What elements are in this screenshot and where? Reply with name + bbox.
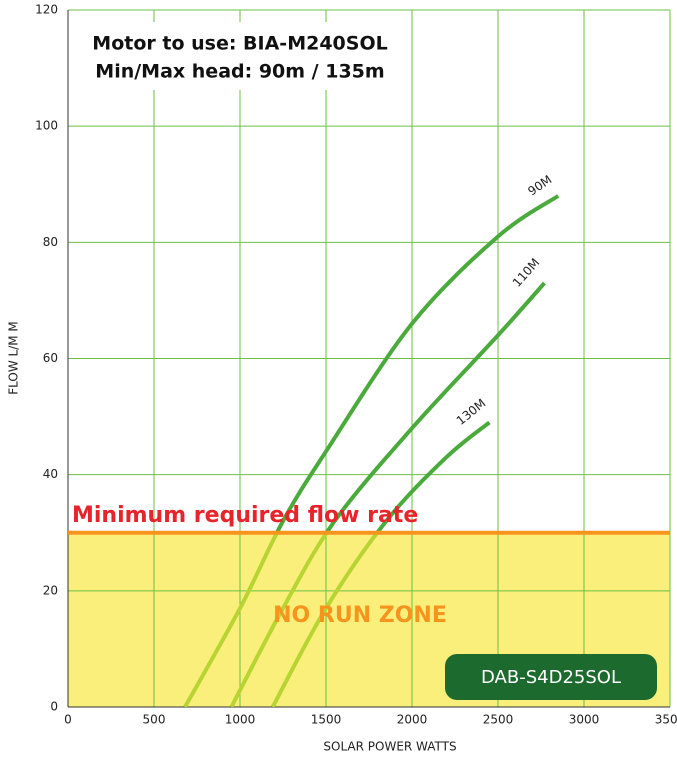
y-tick-label: 40 — [43, 467, 58, 481]
x-tick-label: 0 — [64, 713, 72, 727]
curve-in-zone — [183, 532, 280, 707]
y-tick-label: 60 — [43, 351, 58, 365]
annotation-box — [76, 22, 410, 90]
annotation: Motor to use: BIA-M240SOL — [92, 33, 387, 55]
y-axis-label: FLOW L/M M — [7, 321, 21, 395]
y-tick-label: 120 — [35, 3, 58, 17]
curve-in-zone — [270, 532, 380, 707]
curve — [374, 420, 491, 533]
y-tick-label: 80 — [43, 235, 58, 249]
zone-label: NO RUN ZONE — [273, 603, 447, 628]
x-tick-label: 2000 — [397, 713, 428, 727]
curve-in-zone — [229, 532, 329, 707]
x-tick-label: 1000 — [225, 713, 256, 727]
x-axis-label: SOLAR POWER WATTS — [323, 740, 456, 754]
curve — [274, 194, 560, 533]
y-tick-label: 20 — [43, 583, 58, 597]
x-tick-label: 500 — [143, 713, 166, 727]
series-label: 110M — [510, 256, 543, 290]
series-label: 90M — [525, 172, 554, 198]
model-badge — [445, 654, 657, 700]
x-tick-label: 2500 — [483, 713, 514, 727]
x-tick-label: 1500 — [311, 713, 342, 727]
y-tick-label: 0 — [50, 700, 58, 714]
model-label: DAB-S4D25SOL — [481, 667, 621, 688]
x-tick-label: 3500 — [655, 713, 677, 727]
curve — [324, 281, 546, 533]
x-tick-label: 3000 — [569, 713, 600, 727]
y-tick-label: 100 — [35, 119, 58, 133]
series-label: 130M — [454, 396, 489, 428]
annotation: Min/Max head: 90m / 135m — [95, 61, 384, 83]
threshold-label: Minimum required flow rate — [72, 503, 418, 528]
